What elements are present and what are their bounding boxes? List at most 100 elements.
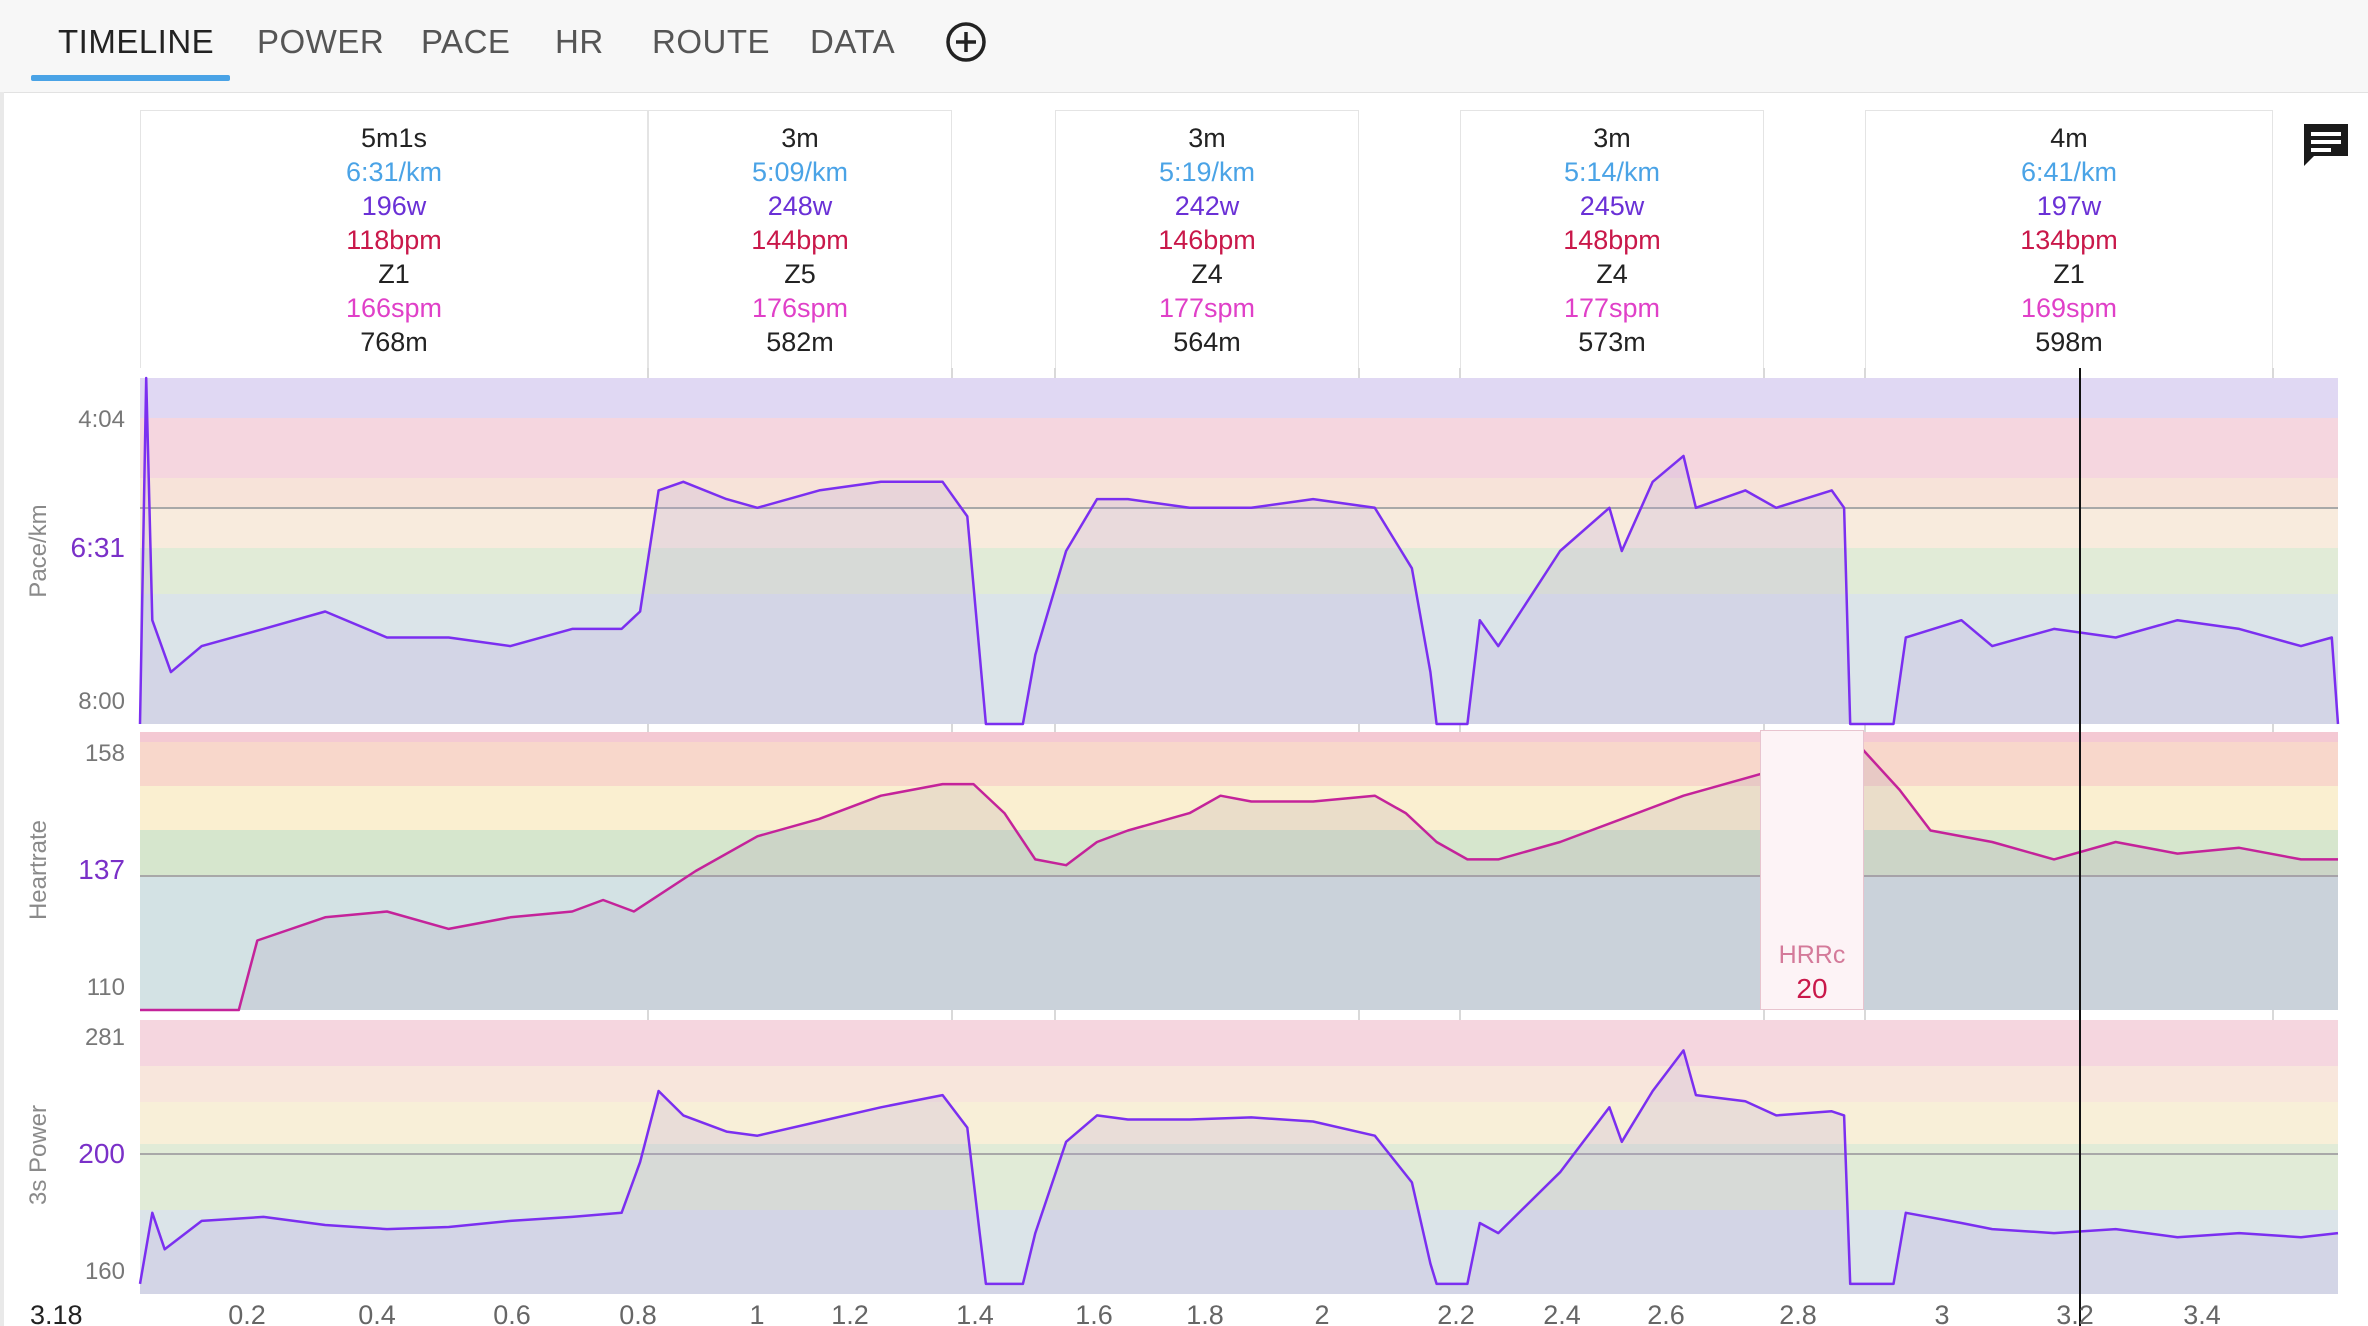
lap-zone: Z5 [784,259,816,289]
lap-summary[interactable]: 3m 5:14/km 245w 148bpm Z4 177spm 573m [1460,110,1764,368]
y-tick-label: 281 [85,1024,125,1051]
tab-hr[interactable]: HR [555,23,604,60]
zone-band [140,594,2338,724]
tab-bar: TIMELINE POWER PACE HR ROUTE DATA [0,0,2368,93]
x-tick-label: 1.4 [956,1300,994,1326]
series-line [138,376,2340,726]
y-tick-label: 110 [87,974,125,1001]
lap-pace: 5:19/km [1158,157,1256,187]
zone-band [140,1102,2338,1144]
lap-summary[interactable]: 3m 5:19/km 242w 146bpm Z4 177spm 564m [1055,110,1359,368]
lap-zone: Z1 [2053,259,2085,289]
lap-power: 242w [1174,191,1240,221]
lap-power: 197w [2036,191,2102,221]
lap-pace: 5:09/km [751,157,849,187]
add-tab-icon[interactable] [944,20,988,64]
x-tick-label: 2.2 [1437,1300,1475,1326]
lap-cadence: 177spm [1563,293,1661,323]
zone-band [140,732,2338,742]
x-tick-label: 0.8 [619,1300,657,1326]
lap-distance: 582m [766,327,834,357]
x-tick-label: 0.6 [493,1300,531,1326]
y-tick-label: 200 [78,1138,125,1169]
lap-pace: 6:41/km [2020,157,2118,187]
lap-cadence: 176spm [751,293,849,323]
series-area [140,1050,2338,1294]
lap-heartrate: 146bpm [1158,225,1256,255]
lap-zone: Z4 [1191,259,1223,289]
x-tick-label: 2.8 [1779,1300,1817,1326]
y-tick-label: 137 [78,854,125,885]
tab-route[interactable]: ROUTE [652,23,770,60]
tab-power[interactable]: POWER [257,23,385,60]
zone-band [140,418,2338,478]
x-tick-label: 1 [749,1300,764,1326]
x-tick-label: 3.18 [30,1300,83,1326]
lap-zone: Z4 [1596,259,1628,289]
x-tick-label: 3.4 [2183,1300,2221,1326]
tab-pace[interactable]: PACE [421,23,511,60]
series-area [140,378,2338,724]
lap-power: 248w [767,191,833,221]
hrrc-annotation[interactable]: HRRc 20 [1760,730,1864,1010]
zone-band [140,508,2338,548]
series-line [138,1049,2339,1286]
heartrate-axis-title: Heartrate [25,819,52,921]
y-tick-label: 160 [85,1258,125,1285]
lap-pace: 5:14/km [1563,157,1661,187]
zone-band [140,1020,2338,1066]
left-edge [0,92,4,1326]
zone-band [140,478,2338,508]
zone-band [140,1066,2338,1102]
hrrc-label: HRRc [1778,941,1846,969]
chart-panel-2: 158 137 110 [78,732,2338,1012]
x-tick-label: 1.8 [1186,1300,1224,1326]
lap-summary[interactable]: 5m1s 6:31/km 196w 118bpm Z1 166spm 768m [140,110,648,368]
hrrc-value: 20 [1796,973,1828,1004]
lap-duration: 4m [2050,123,2088,153]
zone-band [140,742,2338,786]
lap-summary[interactable]: 4m 6:41/km 197w 134bpm Z1 169spm 598m [1865,110,2273,368]
active-tab-indicator [31,75,230,81]
zone-band [140,378,2338,418]
tab-timeline[interactable]: TIMELINE [58,23,215,60]
lap-cadence: 166spm [345,293,443,323]
lap-power: 245w [1579,191,1645,221]
x-tick-label: 2.4 [1543,1300,1581,1326]
lap-duration: 5m1s [360,123,428,153]
lap-distance: 598m [2035,327,2103,357]
x-tick-label: 2.6 [1647,1300,1685,1326]
tab-data[interactable]: DATA [810,23,896,60]
x-tick-label: 0.2 [228,1300,266,1326]
x-tick-label: 2 [1314,1300,1329,1326]
chart-panel-1: 4:04 6:31 8:00 [71,376,2340,726]
lap-distance: 573m [1578,327,1646,357]
x-tick-label: 3 [1934,1300,1949,1326]
lap-summary[interactable]: 3m 5:09/km 248w 144bpm Z5 176spm 582m [648,110,952,368]
y-tick-label: 4:04 [78,406,125,433]
x-tick-label: 1.6 [1075,1300,1113,1326]
lap-duration: 3m [781,123,819,153]
lap-power: 196w [361,191,427,221]
lap-distance: 768m [360,327,428,357]
zone-band [140,876,2338,1010]
comment-icon[interactable] [2300,120,2352,170]
lap-pace: 6:31/km [345,157,443,187]
y-tick-label: 6:31 [71,532,126,563]
lap-heartrate: 148bpm [1563,225,1661,255]
power-axis-title: 3s Power [25,1104,52,1206]
zone-band [140,786,2338,830]
lap-heartrate: 134bpm [2020,225,2118,255]
y-tick-label: 8:00 [78,688,125,715]
y-tick-label: 158 [85,740,125,767]
lap-heartrate: 144bpm [751,225,849,255]
x-tick-label: 1.2 [831,1300,869,1326]
lap-cadence: 177spm [1158,293,1256,323]
series-line [140,742,2338,1012]
lap-duration: 3m [1593,123,1631,153]
lap-zone: Z1 [378,259,410,289]
lap-duration: 3m [1188,123,1226,153]
lap-cadence: 169spm [2020,293,2118,323]
lap-distance: 564m [1173,327,1241,357]
